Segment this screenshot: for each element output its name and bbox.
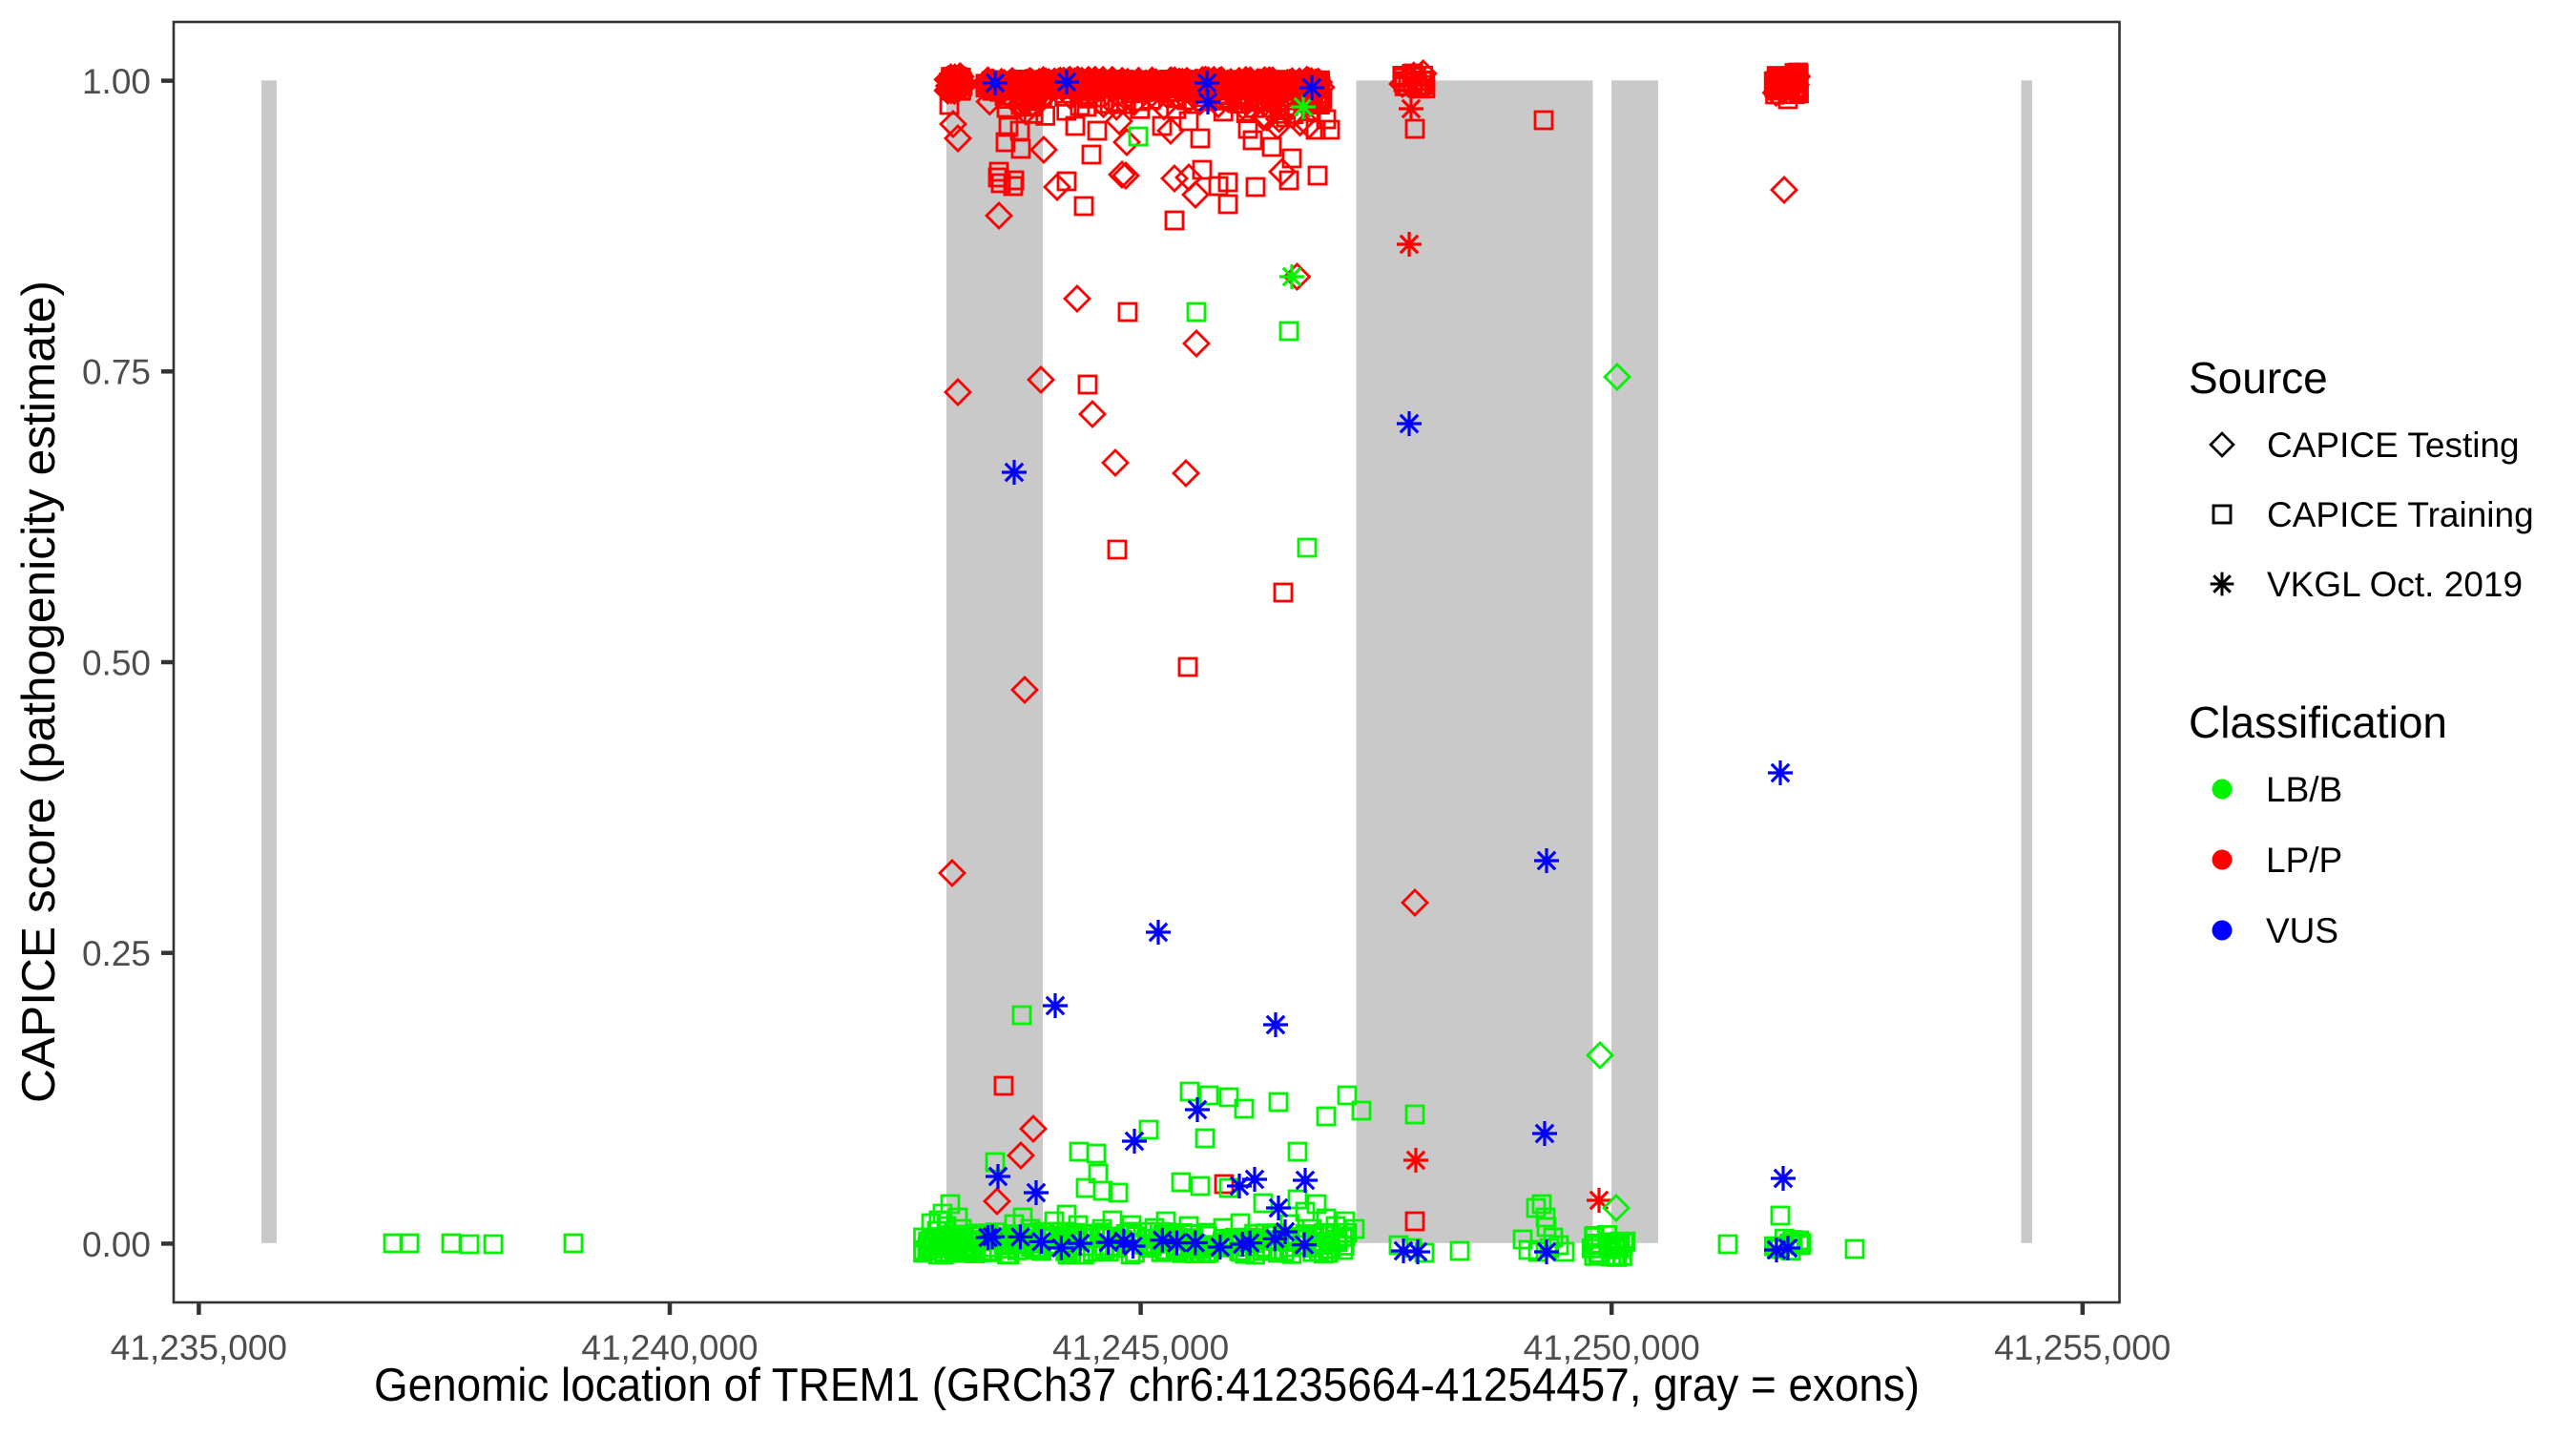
svg-text:41,240,000: 41,240,000	[581, 1328, 758, 1367]
svg-text:LP/P: LP/P	[2266, 841, 2342, 880]
svg-text:CAPICE score (pathogenicity es: CAPICE score (pathogenicity estimate)	[13, 281, 65, 1103]
svg-text:CAPICE Testing: CAPICE Testing	[2267, 426, 2520, 465]
svg-text:41,255,000: 41,255,000	[1994, 1328, 2171, 1367]
svg-text:Classification: Classification	[2189, 697, 2447, 747]
svg-text:0.75: 0.75	[82, 353, 151, 392]
svg-text:VKGL Oct. 2019: VKGL Oct. 2019	[2267, 565, 2523, 604]
svg-text:0.50: 0.50	[82, 643, 151, 682]
svg-text:VUS: VUS	[2266, 911, 2338, 950]
svg-text:LB/B: LB/B	[2266, 770, 2342, 809]
svg-text:Genomic location of TREM1 (GRC: Genomic location of TREM1 (GRCh37 chr6:4…	[374, 1360, 1920, 1411]
svg-text:CAPICE Training: CAPICE Training	[2267, 495, 2534, 534]
svg-text:0.00: 0.00	[82, 1225, 151, 1264]
svg-text:41,245,000: 41,245,000	[1052, 1328, 1229, 1367]
svg-text:0.25: 0.25	[82, 934, 151, 973]
svg-text:Source: Source	[2189, 353, 2328, 403]
svg-text:41,235,000: 41,235,000	[111, 1328, 287, 1367]
svg-text:41,250,000: 41,250,000	[1524, 1328, 1700, 1367]
svg-text:1.00: 1.00	[82, 62, 151, 101]
